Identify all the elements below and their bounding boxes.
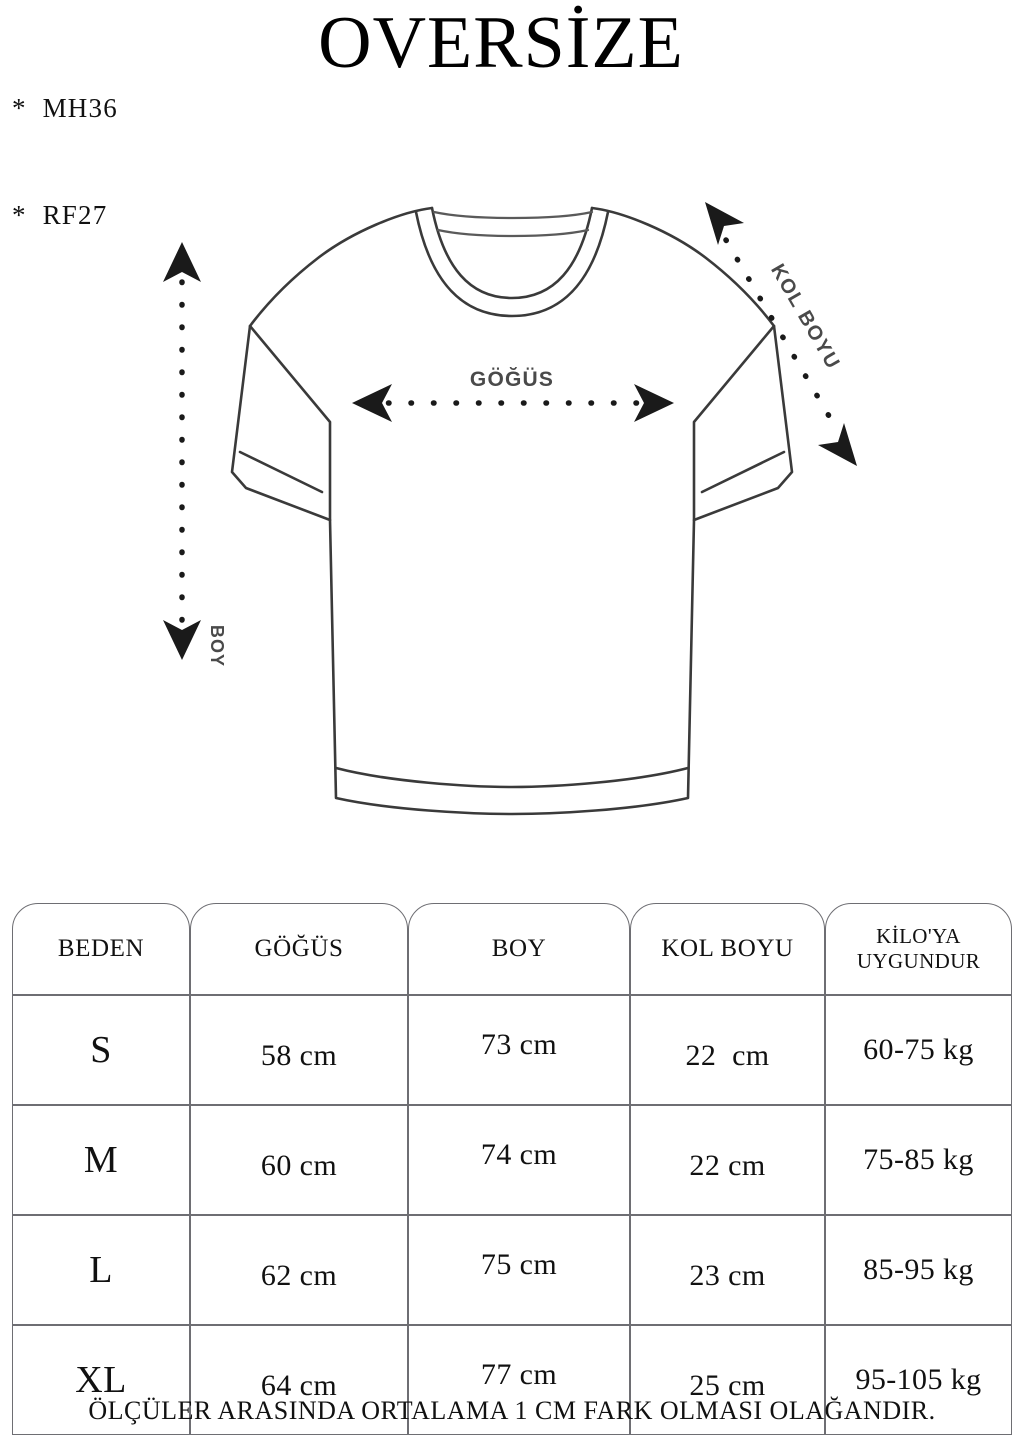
table-header-row: BEDEN GÖĞÜS BOY KOL BOYU KİLO'YA UYGUNDU… (12, 903, 1012, 995)
chest-measure-arrow (352, 384, 674, 422)
page-title: OVERSİZE (318, 2, 684, 84)
tshirt-diagram: GÖĞÜS BOY KOL BOYU (0, 150, 1024, 890)
cell-boy: 74 cm (408, 1105, 630, 1215)
cell-gogus: 58 cm (190, 995, 408, 1105)
table-row: XL 64 cm 77 cm 25 cm 95-105 kg (12, 1325, 1012, 1435)
product-code-line-2: * RF27 (12, 200, 108, 231)
cell-kol-boyu: 22 cm (630, 1105, 825, 1215)
cell-kilo: 60-75 kg (825, 995, 1012, 1105)
table-row: L 62 cm 75 cm 23 cm 85-95 kg (12, 1215, 1012, 1325)
collar-back-lines (432, 210, 594, 238)
product-code-line-1: * MH36 (12, 93, 118, 124)
cell-kol-boyu: 23 cm (630, 1215, 825, 1325)
length-label: BOY (207, 625, 227, 667)
tshirt-outline (230, 206, 794, 816)
length-measure-arrow (163, 242, 201, 660)
column-header-boy: BOY (408, 903, 630, 995)
column-header-kol-boyu: KOL BOYU (630, 903, 825, 995)
table-row: M 60 cm 74 cm 22 cm 75-85 kg (12, 1105, 1012, 1215)
cell-beden: S (12, 995, 190, 1105)
cell-gogus: 60 cm (190, 1105, 408, 1215)
cell-kilo: 75-85 kg (825, 1105, 1012, 1215)
cell-boy: 77 cm (408, 1325, 630, 1435)
cell-boy: 75 cm (408, 1215, 630, 1325)
cell-boy: 73 cm (408, 995, 630, 1105)
column-header-kilo: KİLO'YA UYGUNDUR (825, 903, 1012, 995)
column-header-kilo-line-2: UYGUNDUR (856, 949, 981, 973)
size-table-container: BEDEN GÖĞÜS BOY KOL BOYU KİLO'YA UYGUNDU… (12, 903, 1012, 1435)
cell-kol-boyu: 25 cm (630, 1325, 825, 1435)
cell-beden: L (12, 1215, 190, 1325)
sleeve-measure-arrow (705, 202, 857, 466)
table-row: S 58 cm 73 cm 22 cm 60-75 kg (12, 995, 1012, 1105)
size-table: BEDEN GÖĞÜS BOY KOL BOYU KİLO'YA UYGUNDU… (12, 903, 1012, 1435)
collar (414, 206, 610, 318)
cell-beden: M (12, 1105, 190, 1215)
column-header-kilo-line-1: KİLO'YA (876, 924, 961, 949)
cell-kilo: 85-95 kg (825, 1215, 1012, 1325)
cell-kilo: 95-105 kg (825, 1325, 1012, 1435)
column-header-beden: BEDEN (12, 903, 190, 995)
chest-label: GÖĞÜS (470, 367, 554, 391)
cell-gogus: 62 cm (190, 1215, 408, 1325)
footer-note: ÖLÇÜLER ARASINDA ORTALAMA 1 CM FARK OLMA… (88, 1396, 936, 1425)
column-header-gogus: GÖĞÜS (190, 903, 408, 995)
cell-gogus: 64 cm (190, 1325, 408, 1435)
cell-kol-boyu: 22 cm (630, 995, 825, 1105)
cell-beden: XL (12, 1325, 190, 1435)
product-code-block: * MH36 * RF27 (12, 20, 118, 269)
